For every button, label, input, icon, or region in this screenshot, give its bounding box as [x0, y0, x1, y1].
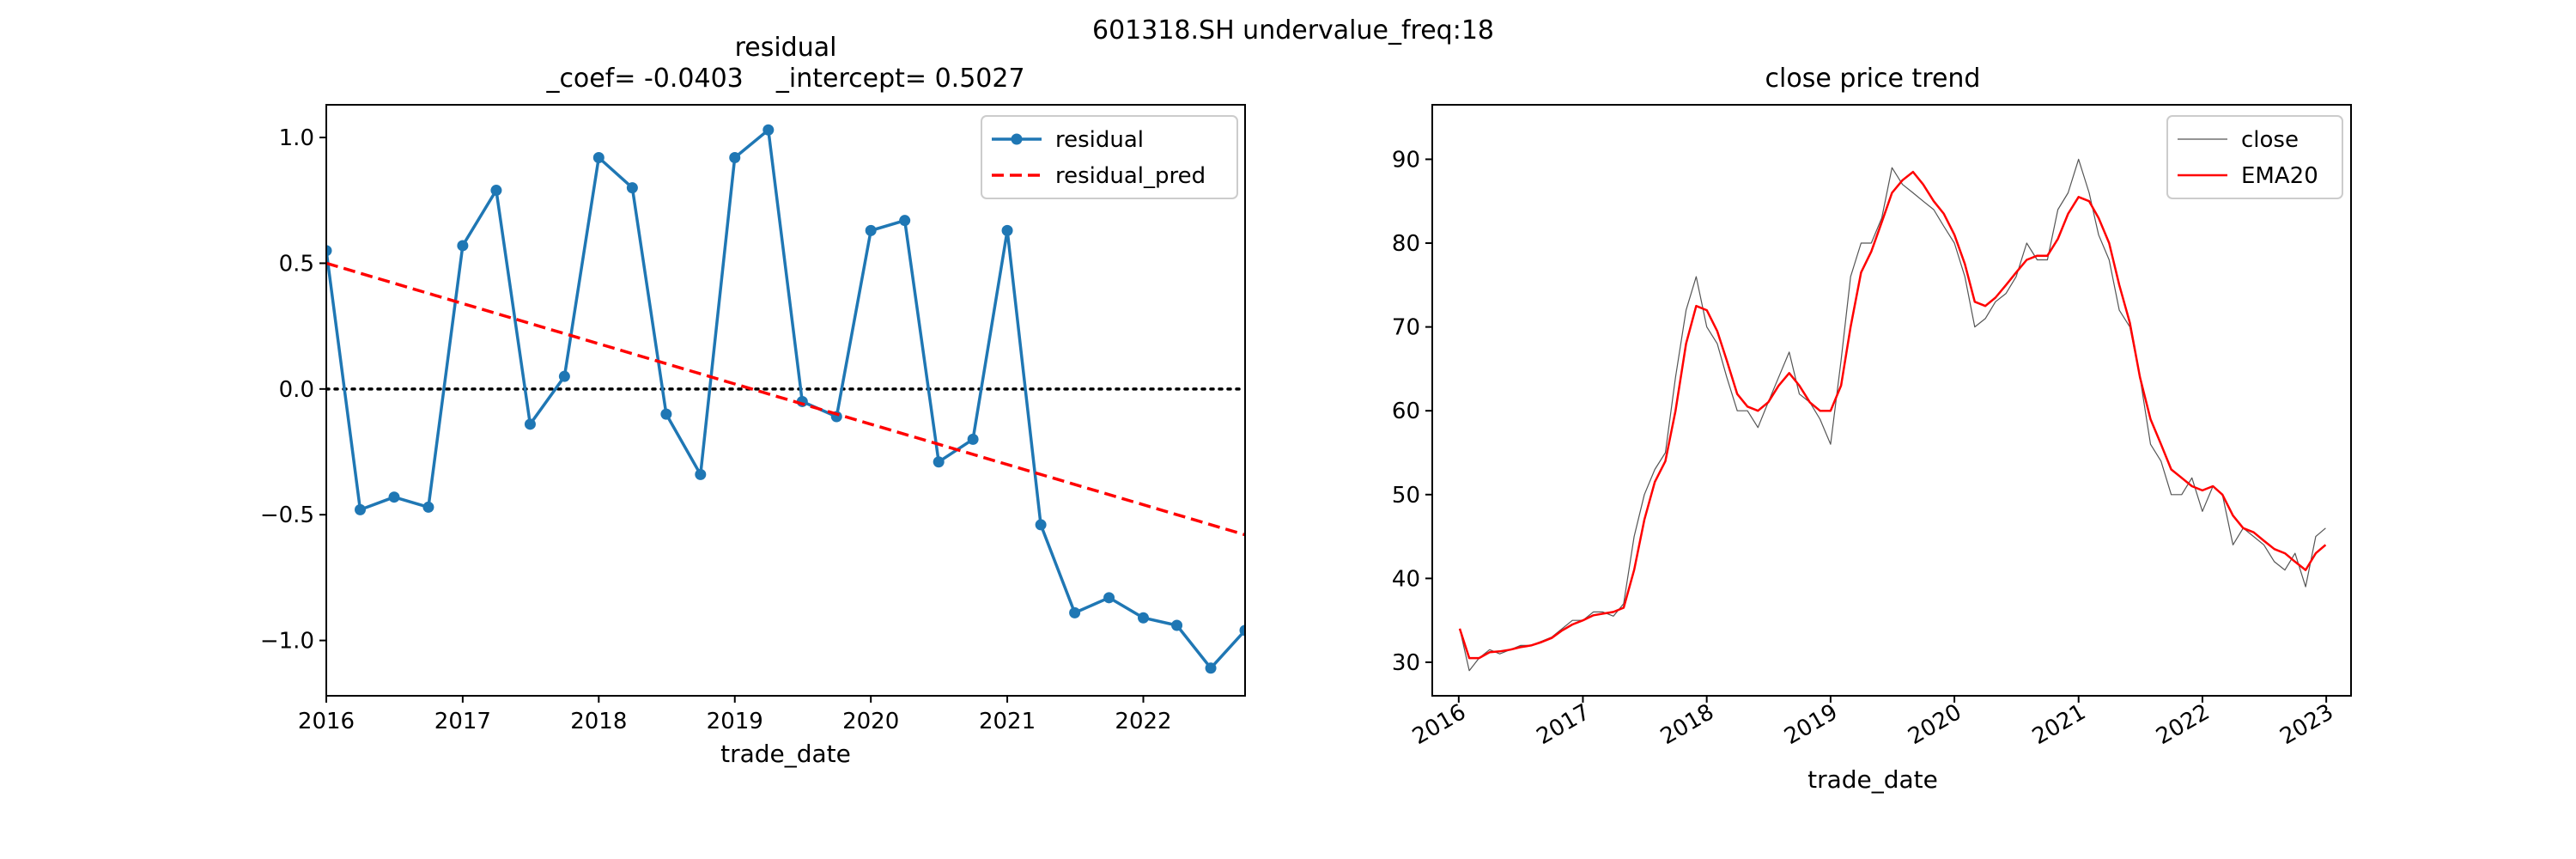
- series-residual-line: [326, 128, 1245, 670]
- series-residual-point: [1001, 224, 1013, 236]
- series-EMA20-line: [1458, 170, 2327, 660]
- x-tick-label: 2021: [979, 709, 1036, 734]
- series-residual-point: [762, 124, 775, 136]
- series-residual-point: [967, 433, 979, 445]
- legend-label-residual: residual: [1055, 127, 1144, 153]
- y-tick-label: 40: [1392, 566, 1420, 592]
- x-tick-label: 2016: [298, 709, 355, 734]
- legend-label-close: close: [2241, 127, 2299, 153]
- y-tick-label: 60: [1392, 399, 1420, 424]
- series-residual-point: [457, 240, 469, 252]
- plot-frame: [1431, 104, 2352, 697]
- series-residual-point: [695, 468, 707, 480]
- x-tick-label: 2020: [842, 709, 899, 734]
- legend-label-EMA20: EMA20: [2241, 163, 2318, 189]
- series-residual-point: [1069, 606, 1081, 618]
- series-residual-point: [1205, 662, 1217, 674]
- series-residual-point: [422, 501, 434, 513]
- plot-clip-group: [326, 124, 1245, 674]
- y-tick-label: 1.0: [279, 125, 314, 151]
- series-residual-point: [1239, 624, 1245, 637]
- series-residual-point: [1035, 519, 1047, 531]
- y-tick-label: 50: [1392, 483, 1420, 509]
- x-tick-label: 2018: [1656, 699, 1718, 750]
- figure-suptitle: 601318.SH undervalue_freq:18: [1092, 15, 1494, 46]
- close-price-x-axis-label: trade_date: [1807, 765, 1938, 794]
- residual-chart: residual _coef= -0.0403 _intercept= 0.50…: [260, 33, 1246, 768]
- close-price-chart-title: close price trend: [1765, 64, 1981, 94]
- plot-frame: [325, 104, 1246, 697]
- series-residual-point: [1137, 612, 1149, 624]
- x-tick-label: 2017: [1533, 699, 1595, 750]
- x-tick-label: 2016: [1408, 699, 1470, 750]
- y-tick-label: −1.0: [260, 629, 314, 655]
- x-tick-label: 2018: [570, 709, 627, 734]
- x-tick-label: 2020: [1904, 699, 1965, 750]
- x-tick-label: 2022: [2152, 699, 2214, 750]
- series-residual-point: [660, 408, 672, 420]
- series-residual-point: [899, 215, 911, 227]
- series-residual-point: [1171, 619, 1183, 631]
- plot-clip-group: [1458, 158, 2327, 672]
- y-tick-label: −0.5: [260, 503, 314, 528]
- residual-chart-subtitle: _coef= -0.0403 _intercept= 0.5027: [545, 64, 1024, 94]
- close-price-legend: close EMA20: [2166, 115, 2343, 199]
- residual-x-axis-label: trade_date: [720, 740, 851, 768]
- series-residual-point: [1103, 592, 1115, 604]
- series-residual-point: [524, 418, 536, 430]
- series-residual-point: [355, 503, 367, 515]
- residual-chart-title: residual: [735, 33, 837, 63]
- legend-frame: [2166, 115, 2343, 199]
- x-tick-label: 2019: [707, 709, 763, 734]
- y-tick-label: 0.0: [279, 377, 314, 403]
- legend-marker-residual: [1011, 133, 1023, 145]
- y-tick-label: 90: [1392, 147, 1420, 173]
- series-residual-point: [326, 245, 332, 257]
- series-close-line: [1459, 158, 2326, 672]
- close-price-plot-area: 90 80 70 60 50 40 30 2016 2017 2018 2019 2020 2021 20…: [1392, 104, 2352, 750]
- residual-plot-area: 1.0 0.5 0.0 −0.5 −1.0 2016 2017 2018 2019 2020 202…: [260, 104, 1246, 734]
- series-residual-point: [490, 185, 502, 197]
- series-residual-point: [729, 151, 741, 163]
- series-residual-point: [865, 224, 877, 236]
- series-residual-point: [558, 370, 570, 382]
- series-residual-point: [592, 151, 605, 163]
- y-tick-label: 70: [1392, 315, 1420, 341]
- series-residual-point: [626, 182, 638, 194]
- x-tick-label: 2022: [1115, 709, 1171, 734]
- x-tick-label: 2023: [2275, 699, 2337, 750]
- x-tick-label: 2021: [2028, 699, 2090, 750]
- series-residual-point: [388, 491, 400, 503]
- x-tick-label: 2017: [434, 709, 491, 734]
- y-tick-label: 80: [1392, 231, 1420, 257]
- x-tick-label: 2019: [1780, 699, 1842, 750]
- y-tick-label: 30: [1392, 650, 1420, 676]
- residual-legend: residual residual_pred: [981, 115, 1238, 199]
- series-residual_pred-line: [326, 261, 1245, 537]
- y-tick-label: 0.5: [279, 251, 314, 277]
- close-price-chart: close price trend 90 80 70 60 50 40 30 2016 2017…: [1392, 64, 2352, 794]
- series-residual-point: [933, 456, 945, 468]
- legend-label-residual_pred: residual_pred: [1055, 163, 1206, 189]
- legend-frame: [981, 115, 1238, 199]
